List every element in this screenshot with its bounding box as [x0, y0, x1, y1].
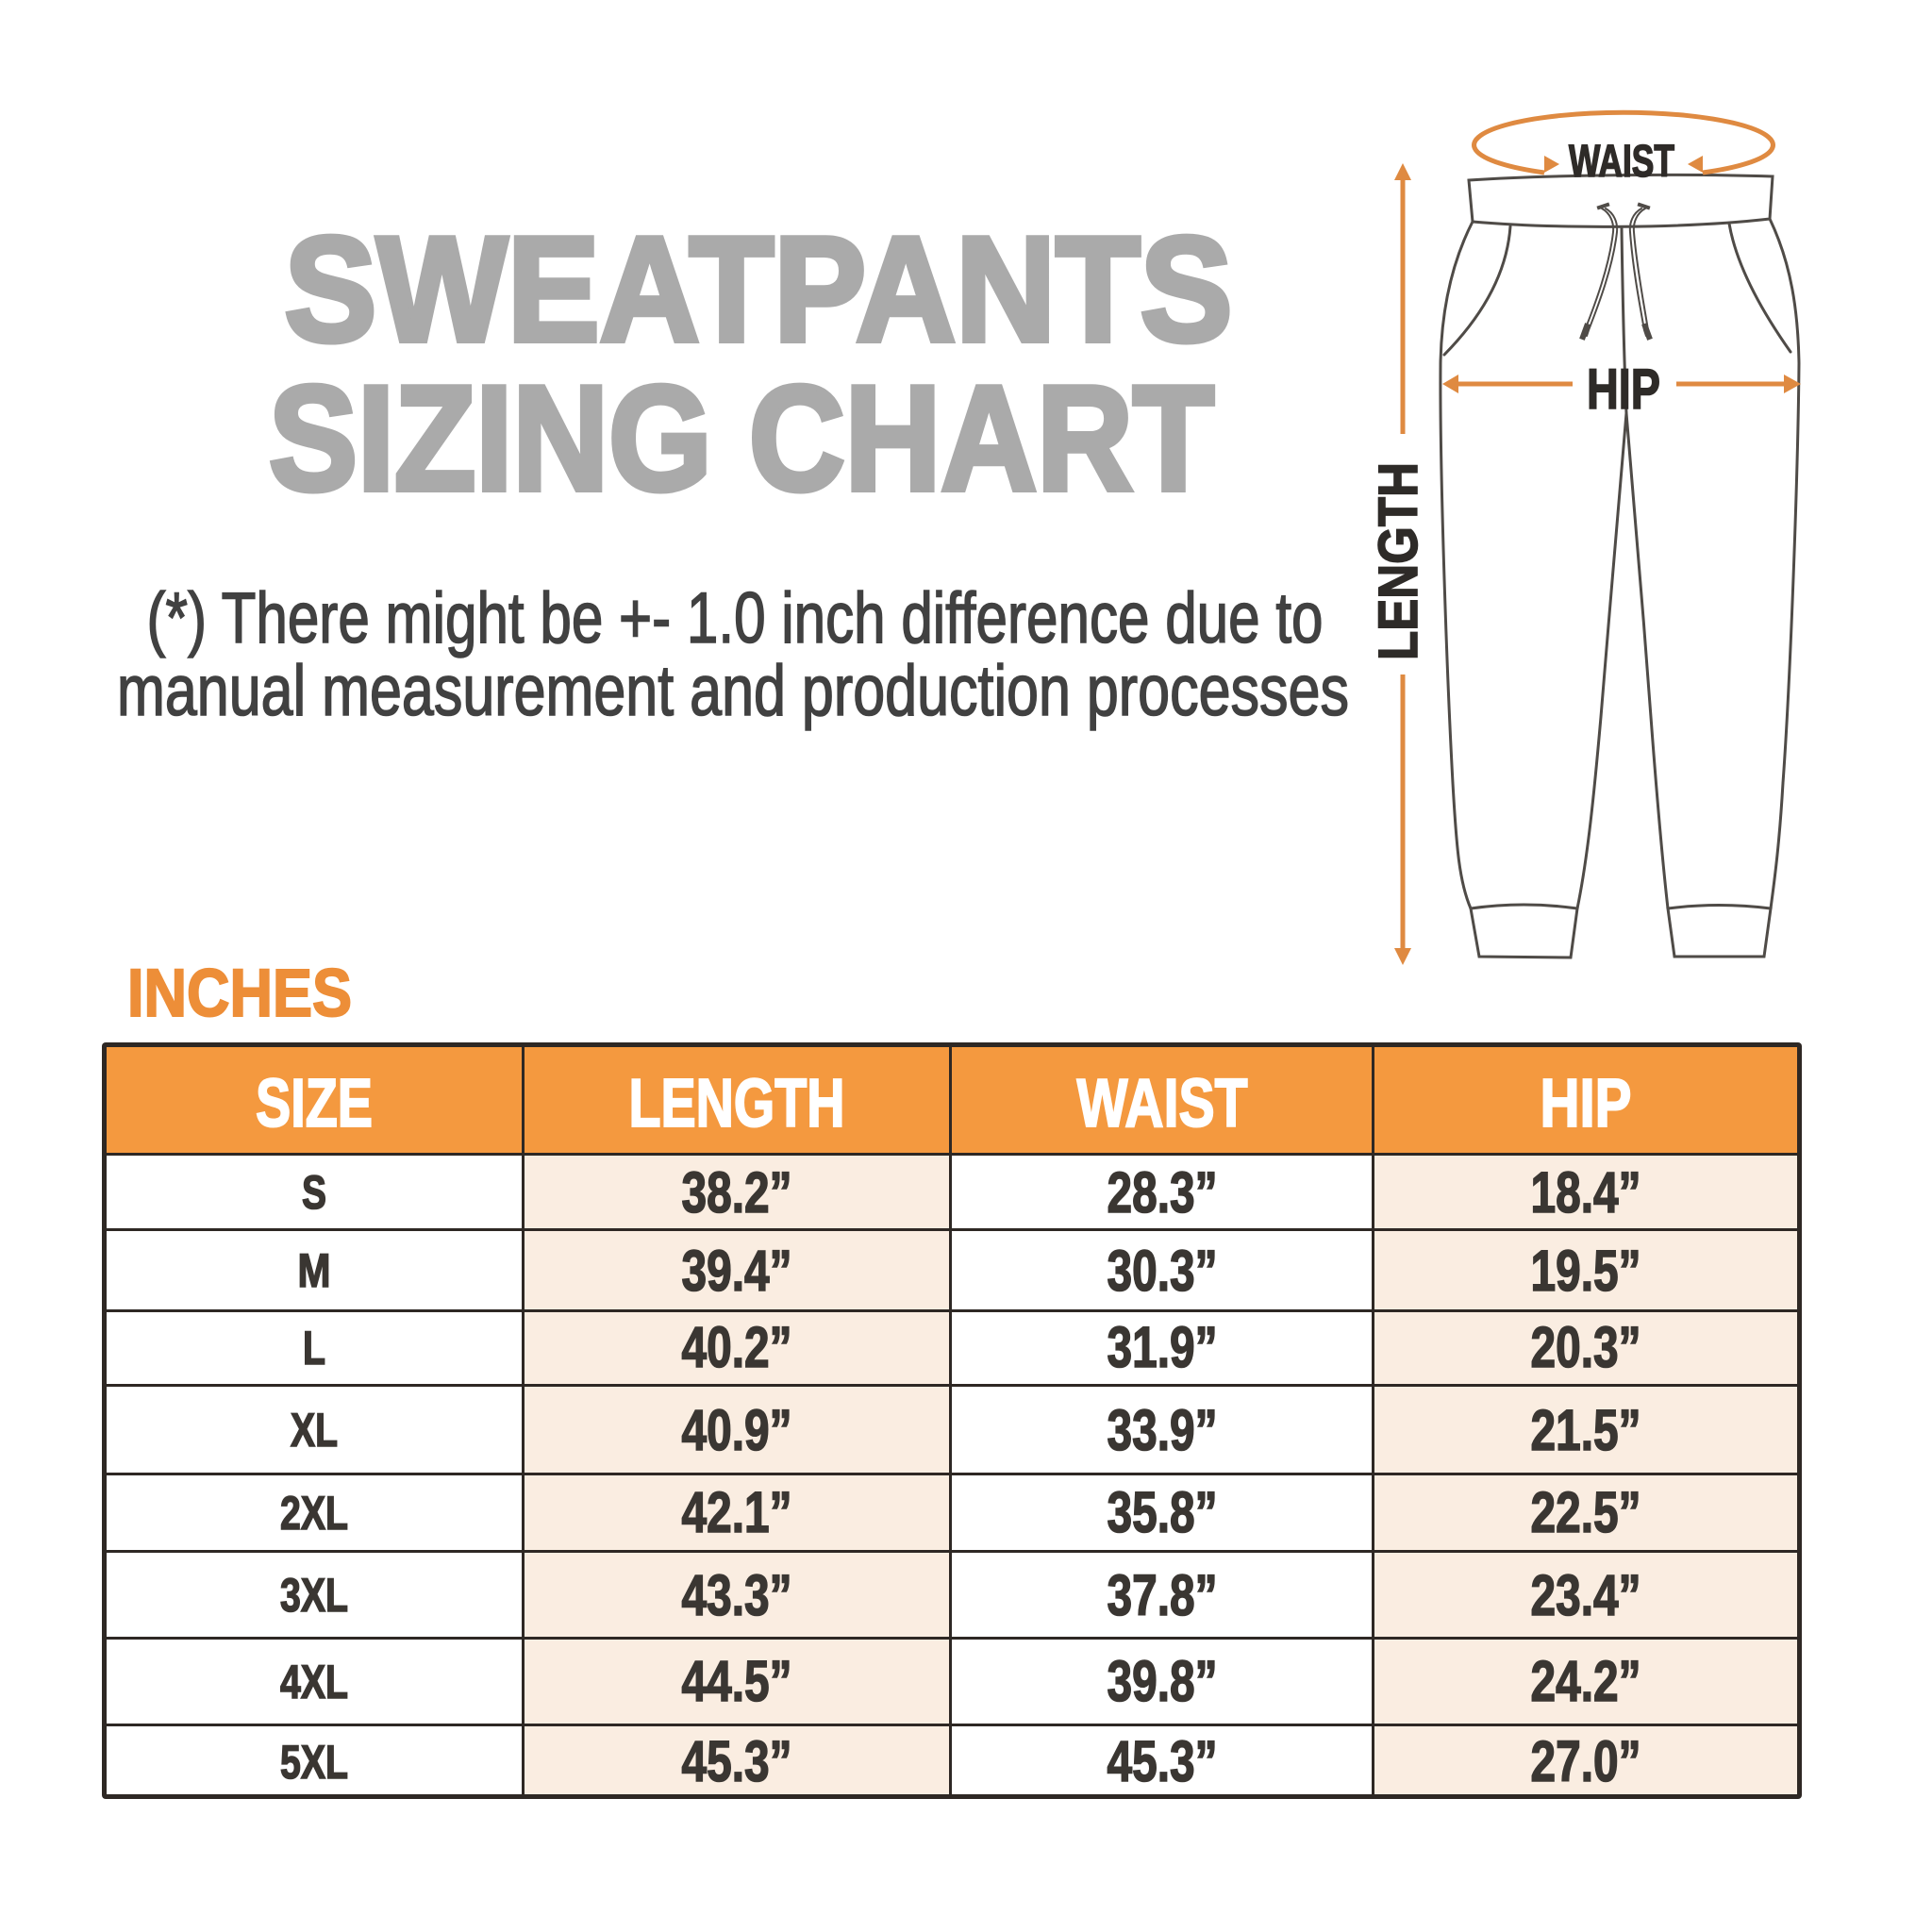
svg-text:L: L: [303, 1322, 325, 1374]
svg-text:28.3”: 28.3”: [1108, 1160, 1218, 1224]
svg-text:44.5”: 44.5”: [682, 1649, 792, 1713]
svg-text:27.0”: 27.0”: [1531, 1729, 1641, 1793]
svg-text:31.9”: 31.9”: [1108, 1315, 1218, 1379]
svg-text:21.5”: 21.5”: [1531, 1398, 1641, 1462]
svg-text:45.3”: 45.3”: [682, 1729, 792, 1793]
svg-text:23.4”: 23.4”: [1531, 1563, 1641, 1627]
svg-text:33.9”: 33.9”: [1108, 1398, 1218, 1462]
svg-text:39.8”: 39.8”: [1108, 1649, 1218, 1713]
svg-text:39.4”: 39.4”: [682, 1239, 792, 1303]
svg-text:(*) There might be +- 1.0 inch: (*) There might be +- 1.0 inch differenc…: [147, 578, 1324, 658]
svg-text:18.4”: 18.4”: [1531, 1160, 1641, 1224]
svg-text:XL: XL: [291, 1404, 338, 1457]
svg-text:LENGTH: LENGTH: [1368, 462, 1429, 660]
svg-text:SWEATPANTS: SWEATPANTS: [285, 207, 1233, 373]
svg-text:19.5”: 19.5”: [1531, 1239, 1641, 1303]
svg-text:40.9”: 40.9”: [682, 1398, 792, 1462]
svg-text:LENGTH: LENGTH: [629, 1066, 845, 1141]
svg-text:24.2”: 24.2”: [1531, 1649, 1641, 1713]
svg-text:S: S: [302, 1166, 326, 1219]
svg-text:M: M: [298, 1244, 331, 1297]
svg-text:WAIST: WAIST: [1077, 1066, 1248, 1141]
svg-text:HIP: HIP: [1587, 358, 1660, 421]
svg-text:42.1”: 42.1”: [682, 1480, 792, 1544]
svg-text:22.5”: 22.5”: [1531, 1480, 1641, 1544]
svg-text:40.2”: 40.2”: [682, 1315, 792, 1379]
svg-text:30.3”: 30.3”: [1108, 1239, 1218, 1303]
svg-text:2XL: 2XL: [280, 1487, 348, 1540]
svg-text:45.3”: 45.3”: [1108, 1729, 1218, 1793]
svg-text:manual measurement and product: manual measurement and production proces…: [117, 651, 1349, 731]
svg-text:SIZE: SIZE: [256, 1066, 373, 1141]
svg-text:HIP: HIP: [1541, 1066, 1632, 1141]
svg-text:SIZING CHART: SIZING CHART: [269, 356, 1214, 522]
svg-text:3XL: 3XL: [280, 1569, 348, 1622]
svg-text:43.3”: 43.3”: [682, 1563, 792, 1627]
svg-text:5XL: 5XL: [280, 1736, 348, 1789]
svg-text:20.3”: 20.3”: [1531, 1315, 1641, 1379]
svg-text:38.2”: 38.2”: [682, 1160, 792, 1224]
svg-text:35.8”: 35.8”: [1108, 1480, 1218, 1544]
svg-text:INCHES: INCHES: [127, 957, 352, 1031]
svg-text:4XL: 4XL: [280, 1656, 348, 1708]
svg-text:37.8”: 37.8”: [1108, 1563, 1218, 1627]
svg-text:WAIST: WAIST: [1569, 137, 1674, 187]
